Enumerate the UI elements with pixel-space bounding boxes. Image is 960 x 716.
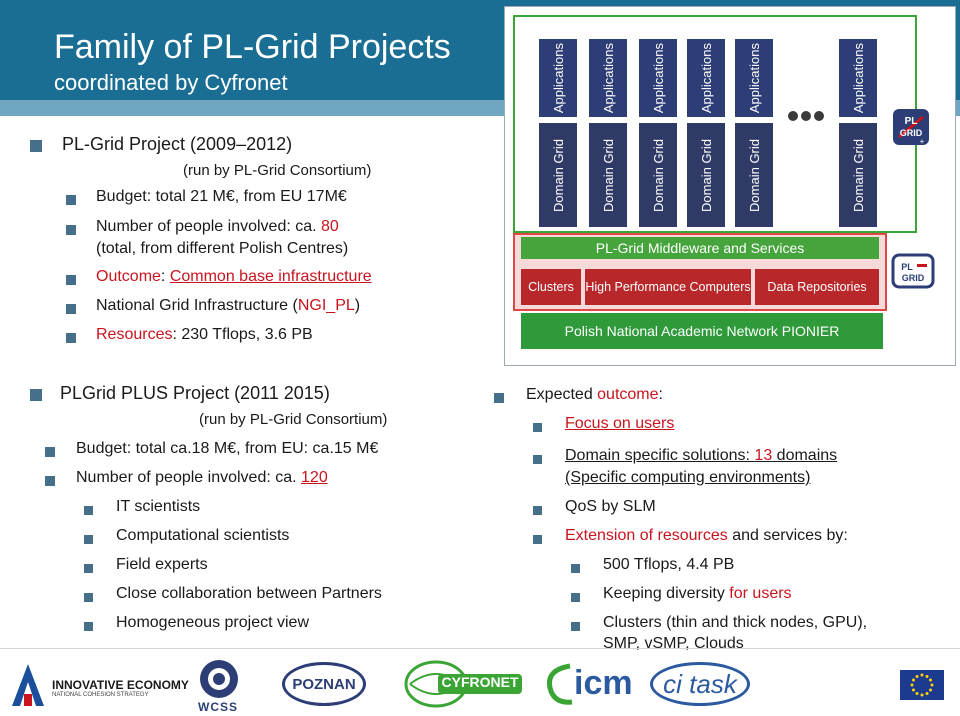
plus-item: IT scientists [116, 498, 201, 515]
domain-grid-column: Domain Grid [589, 123, 627, 227]
plgrid-heading: PL-Grid Project (2009–2012) [62, 134, 293, 154]
sub-resources: 500 Tflops, 4.4 PB [603, 556, 735, 573]
bullet-icon [571, 593, 580, 602]
citask-logo: ci task [650, 662, 750, 706]
bullet-icon [45, 476, 55, 486]
innovative-economy-text: INNOVATIVE ECONOMY [52, 678, 189, 692]
qos-slm: QoS by SLM [565, 498, 656, 515]
domain-solutions-note: (Specific computing environments) [565, 469, 811, 486]
plgrid-people: Number of people involved: ca. 80 [96, 218, 339, 235]
ellipsis-dot-icon [801, 111, 811, 121]
eu-flag-icon [900, 670, 944, 700]
plgrid-runby: (run by PL-Grid Consortium) [183, 162, 372, 179]
plus-item: Homogeneous project view [116, 614, 309, 631]
svg-text:GRID: GRID [902, 273, 925, 283]
plgrid-resources: Resources: 230 Tflops, 3.6 PB [96, 326, 313, 343]
domain-grid-column: Domain Grid [735, 123, 773, 227]
plus-runby: (run by PL-Grid Consortium) [199, 411, 388, 428]
bullet-icon [533, 535, 542, 544]
innovative-economy-emblem-icon [8, 658, 48, 710]
bullet-icon [66, 225, 76, 235]
bullet-icon [30, 140, 42, 152]
plgrid-budget: Budget: total 21 M€, from EU 17M€ [96, 188, 347, 205]
bullet-icon [84, 506, 93, 515]
plus-heading: PLGrid PLUS Project (2011 2015) [60, 383, 330, 403]
bullet-icon [84, 535, 93, 544]
ellipsis-dot-icon [814, 111, 824, 121]
bullet-icon [66, 333, 76, 343]
svg-text:PL: PL [901, 262, 913, 272]
bullet-icon [533, 423, 542, 432]
icm-swirl-icon [542, 660, 576, 708]
bullet-icon [494, 393, 504, 403]
domain-grid-column: Domain Grid [639, 123, 677, 227]
domain-grid-column: Domain Grid [839, 123, 877, 227]
middleware-bar: PL-Grid Middleware and Services [521, 237, 879, 259]
bullet-icon [66, 304, 76, 314]
hpc-box: High Performance Computers [585, 269, 751, 305]
wcss-logo-icon [196, 658, 242, 700]
ellipsis-dot-icon [788, 111, 798, 121]
expected-heading: Expected outcome: [526, 386, 663, 403]
plus-item: Close collaboration between Partners [116, 585, 382, 602]
bullet-icon [533, 455, 542, 464]
applications-column: Applications [539, 39, 577, 117]
poznan-logo: POZNAN [282, 662, 366, 706]
pionier-network-bar: Polish National Academic Network PIONIER [521, 313, 883, 349]
sub-clusters-2: SMP, vSMP, Clouds [603, 635, 744, 652]
domain-grid-column: Domain Grid [687, 123, 725, 227]
bullet-icon [533, 506, 542, 515]
applications-column: Applications [639, 39, 677, 117]
svg-text:PL: PL [905, 116, 918, 127]
applications-column: Applications [839, 39, 877, 117]
data-repositories-box: Data Repositories [755, 269, 879, 305]
svg-text:+: + [920, 137, 925, 146]
applications-column: Applications [687, 39, 725, 117]
bullet-icon [84, 622, 93, 631]
plgrid-ngi: National Grid Infrastructure (NGI_PL) [96, 297, 361, 314]
cyfronet-text: CYFRONET [441, 674, 519, 690]
wcss-text: WCSS [198, 700, 238, 714]
innovative-economy-sub: NATIONAL COHESION STRATEGY [52, 692, 149, 698]
plgrid-logo-icon: PL GRID [891, 251, 935, 291]
clusters-box: Clusters [521, 269, 581, 305]
plgrid-outcome: Outcome: Common base infrastructure [96, 268, 372, 285]
plus-item: Computational scientists [116, 527, 290, 544]
focus-users: Focus on users [565, 415, 675, 432]
page-subtitle: coordinated by Cyfronet [54, 70, 288, 95]
extension-resources: Extension of resources and services by: [565, 527, 848, 544]
sub-diversity: Keeping diversity for users [603, 585, 792, 602]
plus-item: Field experts [116, 556, 208, 573]
bullet-icon [571, 622, 580, 631]
bullet-icon [66, 275, 76, 285]
plus-budget: Budget: total ca.18 M€, from EU: ca.15 M… [76, 440, 379, 457]
domain-solutions: Domain specific solutions: 13 domains [565, 447, 838, 464]
architecture-diagram: Applications Applications Applications A… [504, 6, 956, 366]
applications-column: Applications [589, 39, 627, 117]
bullet-icon [45, 447, 55, 457]
plus-people: Number of people involved: ca. 120 [76, 469, 328, 486]
page-title: Family of PL-Grid Projects [54, 28, 451, 66]
bullet-icon [84, 593, 93, 602]
bullet-icon [84, 564, 93, 573]
bullet-icon [66, 195, 76, 205]
svg-text:GRID: GRID [900, 128, 923, 138]
domain-grid-column: Domain Grid [539, 123, 577, 227]
bullet-icon [30, 389, 42, 401]
applications-column: Applications [735, 39, 773, 117]
bullet-icon [571, 564, 580, 573]
cyfronet-logo-icon [404, 660, 524, 708]
sub-clusters: Clusters (thin and thick nodes, GPU), [603, 614, 868, 631]
icm-text: icm [574, 664, 633, 702]
plgrid-people-note: (total, from different Polish Centres) [96, 240, 349, 257]
plgrid-plus-logo-icon: PL GRID + [891, 107, 931, 147]
footer-divider [0, 648, 960, 649]
